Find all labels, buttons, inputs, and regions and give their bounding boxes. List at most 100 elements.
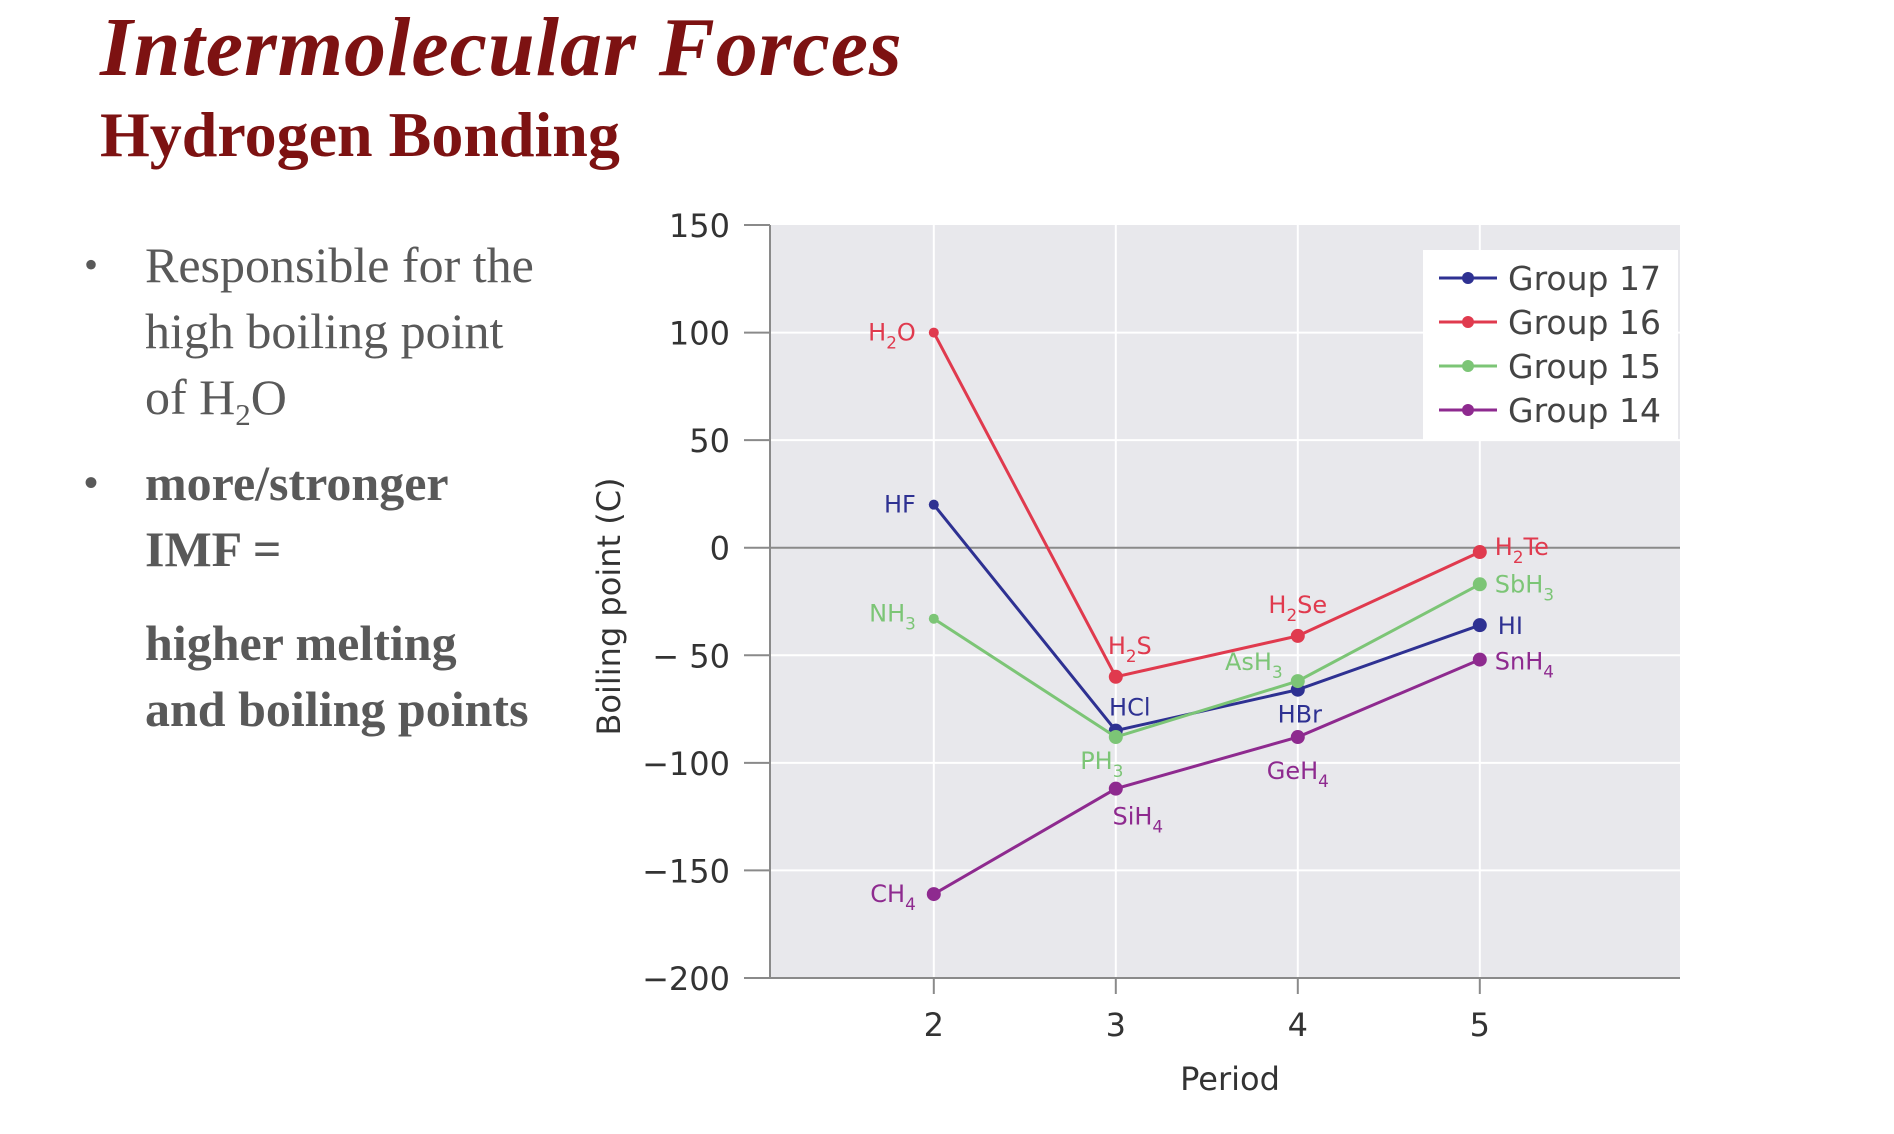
data-point [926,887,941,902]
bullet-1-tail: O [250,369,287,425]
bullet-item-1: • Responsible for the high boiling point… [70,232,540,430]
data-point [1472,545,1487,560]
y-tick-label: 0 [710,530,730,568]
bullet-2-continuation: higher melting and boiling points [145,615,529,737]
point-label: HF [884,491,916,519]
point-label-tail: Se [1297,591,1327,619]
point-label: SnH4 [1495,648,1554,682]
point-label-tail: S [1137,632,1152,660]
point-label: H2Se [1268,591,1327,625]
point-label-main: NH [869,600,905,628]
point-label: H2O [868,319,916,353]
point-label: SbH3 [1495,570,1554,604]
data-point [1290,628,1305,643]
bullet-dot-icon: • [84,242,99,287]
x-tick-label: 2 [924,1006,944,1044]
slide-subtitle: Hydrogen Bonding [100,99,620,170]
legend-swatch-dot [1462,316,1474,328]
data-point [1108,669,1123,684]
slide-title: Intermolecular Forces [100,1,903,94]
y-tick-label: − 50 [652,637,730,675]
point-label: SiH4 [1112,803,1163,837]
x-tick-label: 4 [1288,1006,1308,1044]
point-label: NH3 [869,600,916,634]
data-point [1108,730,1123,745]
point-label: H2S [1108,632,1152,666]
point-label-sub: 4 [905,894,916,914]
point-label-sub: 2 [886,333,897,353]
data-point [1472,618,1487,633]
point-label: PH3 [1080,747,1123,781]
bullet-1-text: Responsible for the high boiling point o… [145,237,534,425]
point-label-main: HBr [1278,701,1323,729]
bullet-item-2: • more/stronger IMF = [70,450,540,582]
y-tick-label: 150 [669,207,730,245]
point-label-main: HCl [1109,694,1150,722]
bullet-list: • Responsible for the high boiling point… [70,232,540,742]
point-label-main: SnH [1495,648,1544,676]
legend-swatch-dot [1462,272,1474,284]
point-label: AsH3 [1225,648,1283,682]
legend-entry: Group 17 [1508,259,1661,298]
point-label-sub: 2 [1126,646,1137,666]
legend-swatch-dot [1462,360,1474,372]
point-label-sub: 4 [1318,771,1329,791]
legend-entry: Group 14 [1508,391,1661,430]
point-label: H2Te [1495,533,1549,567]
point-label-main: SbH [1495,570,1544,598]
point-label: HI [1498,612,1523,640]
data-point [1290,730,1305,745]
point-label-main: PH [1080,747,1113,775]
series-line-2 [932,331,1481,679]
point-label: HBr [1278,701,1323,729]
y-tick-label: 100 [669,315,730,353]
y-tick-label: 50 [689,422,730,460]
point-label-main: GeH [1267,757,1318,785]
x-tick-label: 5 [1470,1006,1490,1044]
point-label-sub: 2 [1286,605,1297,625]
data-point [928,327,939,338]
point-label-main: HF [884,491,916,519]
point-label-sub: 4 [1543,662,1554,682]
data-point [1290,674,1305,689]
data-point [1108,781,1123,796]
point-label-main: H [868,319,886,347]
bullet-2-text: more/stronger IMF = [145,455,448,577]
legend-entry: Group 15 [1508,347,1661,386]
x-tick-label: 3 [1106,1006,1126,1044]
point-label-tail: Te [1523,533,1549,561]
bullet-dot-icon: • [84,460,99,505]
x-axis-title: Period [1180,1060,1280,1098]
point-label-sub: 4 [1152,817,1163,837]
point-label-sub: 3 [905,614,916,634]
point-label-main: H [1108,632,1126,660]
data-point [928,613,939,624]
point-label-main: CH [870,880,905,908]
point-label: GeH4 [1267,757,1329,791]
point-label-main: H [1268,591,1286,619]
y-tick-label: −200 [642,960,730,998]
point-label: CH4 [870,880,916,914]
point-label-sub: 3 [1272,662,1283,682]
point-label-main: SiH [1112,803,1152,831]
point-label-main: H [1495,533,1513,561]
y-axis-title: Boiling point (C) [590,477,628,735]
point-label-main: AsH [1225,648,1272,676]
bullet-1-subscript: 2 [235,397,251,432]
y-tick-label: −100 [642,745,730,783]
point-label: HCl [1109,694,1150,722]
series-line-3 [932,582,1481,739]
point-label-sub: 3 [1543,584,1554,604]
data-point [1472,577,1487,592]
data-point [1472,652,1487,667]
point-label-sub: 3 [1113,761,1124,781]
legend-entry: Group 16 [1508,303,1661,342]
point-label-tail: O [897,319,916,347]
data-point [928,499,939,510]
y-tick-label: −150 [642,852,730,890]
point-label-sub: 2 [1513,547,1524,567]
legend-swatch-dot [1462,404,1474,416]
point-label-main: HI [1498,612,1523,640]
series-line-4 [933,658,1481,896]
